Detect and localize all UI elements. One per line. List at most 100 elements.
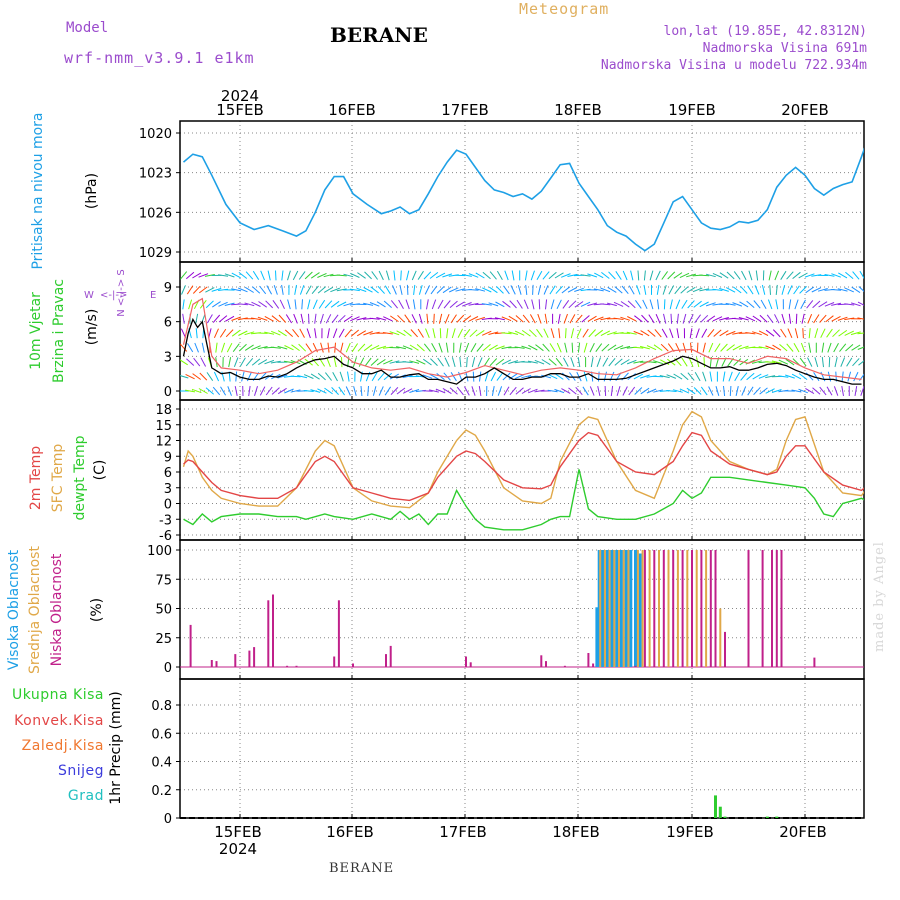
wind-barb <box>548 358 557 366</box>
wind-barb <box>233 357 239 367</box>
wind-barb <box>369 317 380 320</box>
wind-barb <box>439 328 442 339</box>
y-tick-label: 0.8 <box>151 699 172 714</box>
y-tick-label: 0.2 <box>151 784 172 799</box>
wind-barb <box>643 284 647 295</box>
y-tick-label: 3 <box>164 482 172 497</box>
wind-barb <box>574 301 584 308</box>
wind-barb <box>509 300 517 309</box>
wind-barb <box>468 273 479 278</box>
wind-barb <box>669 328 674 339</box>
mid-cloud-bar <box>622 550 625 667</box>
wind-barb <box>369 344 380 351</box>
wind-barb <box>831 289 842 291</box>
wind-barb <box>205 287 215 293</box>
wind-barb <box>765 375 776 379</box>
wind-barb <box>802 328 804 339</box>
wind-barb <box>582 386 589 396</box>
wind-barb <box>502 300 511 308</box>
wind-barb <box>469 329 478 338</box>
wind-barb <box>712 288 723 291</box>
wind-barb <box>787 328 793 338</box>
wind-barb <box>785 374 795 379</box>
wind-barb <box>303 390 314 392</box>
wind-barb <box>561 273 571 278</box>
wind-barb <box>426 313 429 324</box>
wind-barb <box>852 271 860 280</box>
wind-barb <box>687 372 695 381</box>
wind-barb <box>409 389 420 393</box>
wind-barb <box>504 270 509 281</box>
panel-frame <box>179 539 865 680</box>
wind-barb <box>859 270 864 279</box>
wind-barb <box>766 314 774 324</box>
wind-barb <box>608 357 616 367</box>
wind-barb <box>251 345 261 351</box>
wind-barb <box>251 358 261 366</box>
wind-barb <box>833 343 839 353</box>
high-cloud-bar <box>601 550 604 667</box>
wind-barb <box>793 285 800 295</box>
wind-barb <box>193 357 201 367</box>
wind-barb <box>378 386 384 396</box>
wind-barb <box>349 288 360 292</box>
wind-barb <box>800 299 806 309</box>
wind-barb <box>511 270 515 281</box>
wind-barb <box>819 386 827 396</box>
wind-barb <box>706 315 716 323</box>
wind-barb <box>383 359 393 365</box>
wind-barb <box>416 359 426 365</box>
wind-barb <box>820 328 826 338</box>
wind-barb <box>301 299 303 310</box>
pressure-title: Pritisak na nivou mora <box>30 112 46 269</box>
wind-barb <box>521 345 532 350</box>
wind-barb <box>444 357 450 367</box>
wind-barb <box>392 285 397 295</box>
wind-barb <box>323 286 334 293</box>
wind-barb <box>700 314 709 323</box>
wind-barb <box>531 299 535 310</box>
cloud-title-3: Niska Oblacnost <box>49 553 65 666</box>
wind-barb <box>488 302 499 307</box>
wind-barb <box>199 372 208 381</box>
wind-barb <box>732 331 743 335</box>
mid-cloud-bar <box>636 550 639 667</box>
wind-barb <box>549 343 556 353</box>
wind-barb <box>705 302 716 307</box>
wind-barb <box>799 286 807 294</box>
wind-barb <box>633 373 644 380</box>
wind-barb <box>267 270 271 281</box>
wind-barb <box>648 314 655 324</box>
wind-barb <box>529 314 536 324</box>
panel-frame <box>179 678 865 819</box>
y-tick-label: 0.6 <box>151 727 172 742</box>
mid-cloud-bar <box>599 550 602 667</box>
wind-barb <box>747 285 754 295</box>
wind-barb <box>411 270 417 281</box>
wind-barb <box>475 316 486 321</box>
wind-barb <box>494 317 505 321</box>
wind-barb <box>594 329 604 337</box>
wind-barb <box>715 386 720 396</box>
wind-barb <box>281 284 284 295</box>
wind-barb <box>468 316 479 322</box>
wind-barb <box>593 288 604 292</box>
wind-barb <box>475 288 486 292</box>
wind-barb <box>371 271 379 280</box>
wind-barb <box>634 300 642 309</box>
wind-barb <box>270 360 281 364</box>
wind-barb <box>488 331 499 335</box>
wind-barb <box>515 387 524 395</box>
wind-barb <box>435 388 446 394</box>
wind-barb <box>765 388 775 394</box>
wind-barb <box>775 299 779 310</box>
wind-barb <box>290 375 301 378</box>
wind-barb <box>426 299 429 310</box>
high-cloud-bar <box>615 550 619 667</box>
wind-barb <box>726 271 735 280</box>
wind-barb <box>663 313 667 324</box>
wind-barb <box>238 330 248 336</box>
wind-barb <box>508 331 519 335</box>
wind-barb <box>251 286 261 294</box>
wind-barb <box>541 374 552 379</box>
